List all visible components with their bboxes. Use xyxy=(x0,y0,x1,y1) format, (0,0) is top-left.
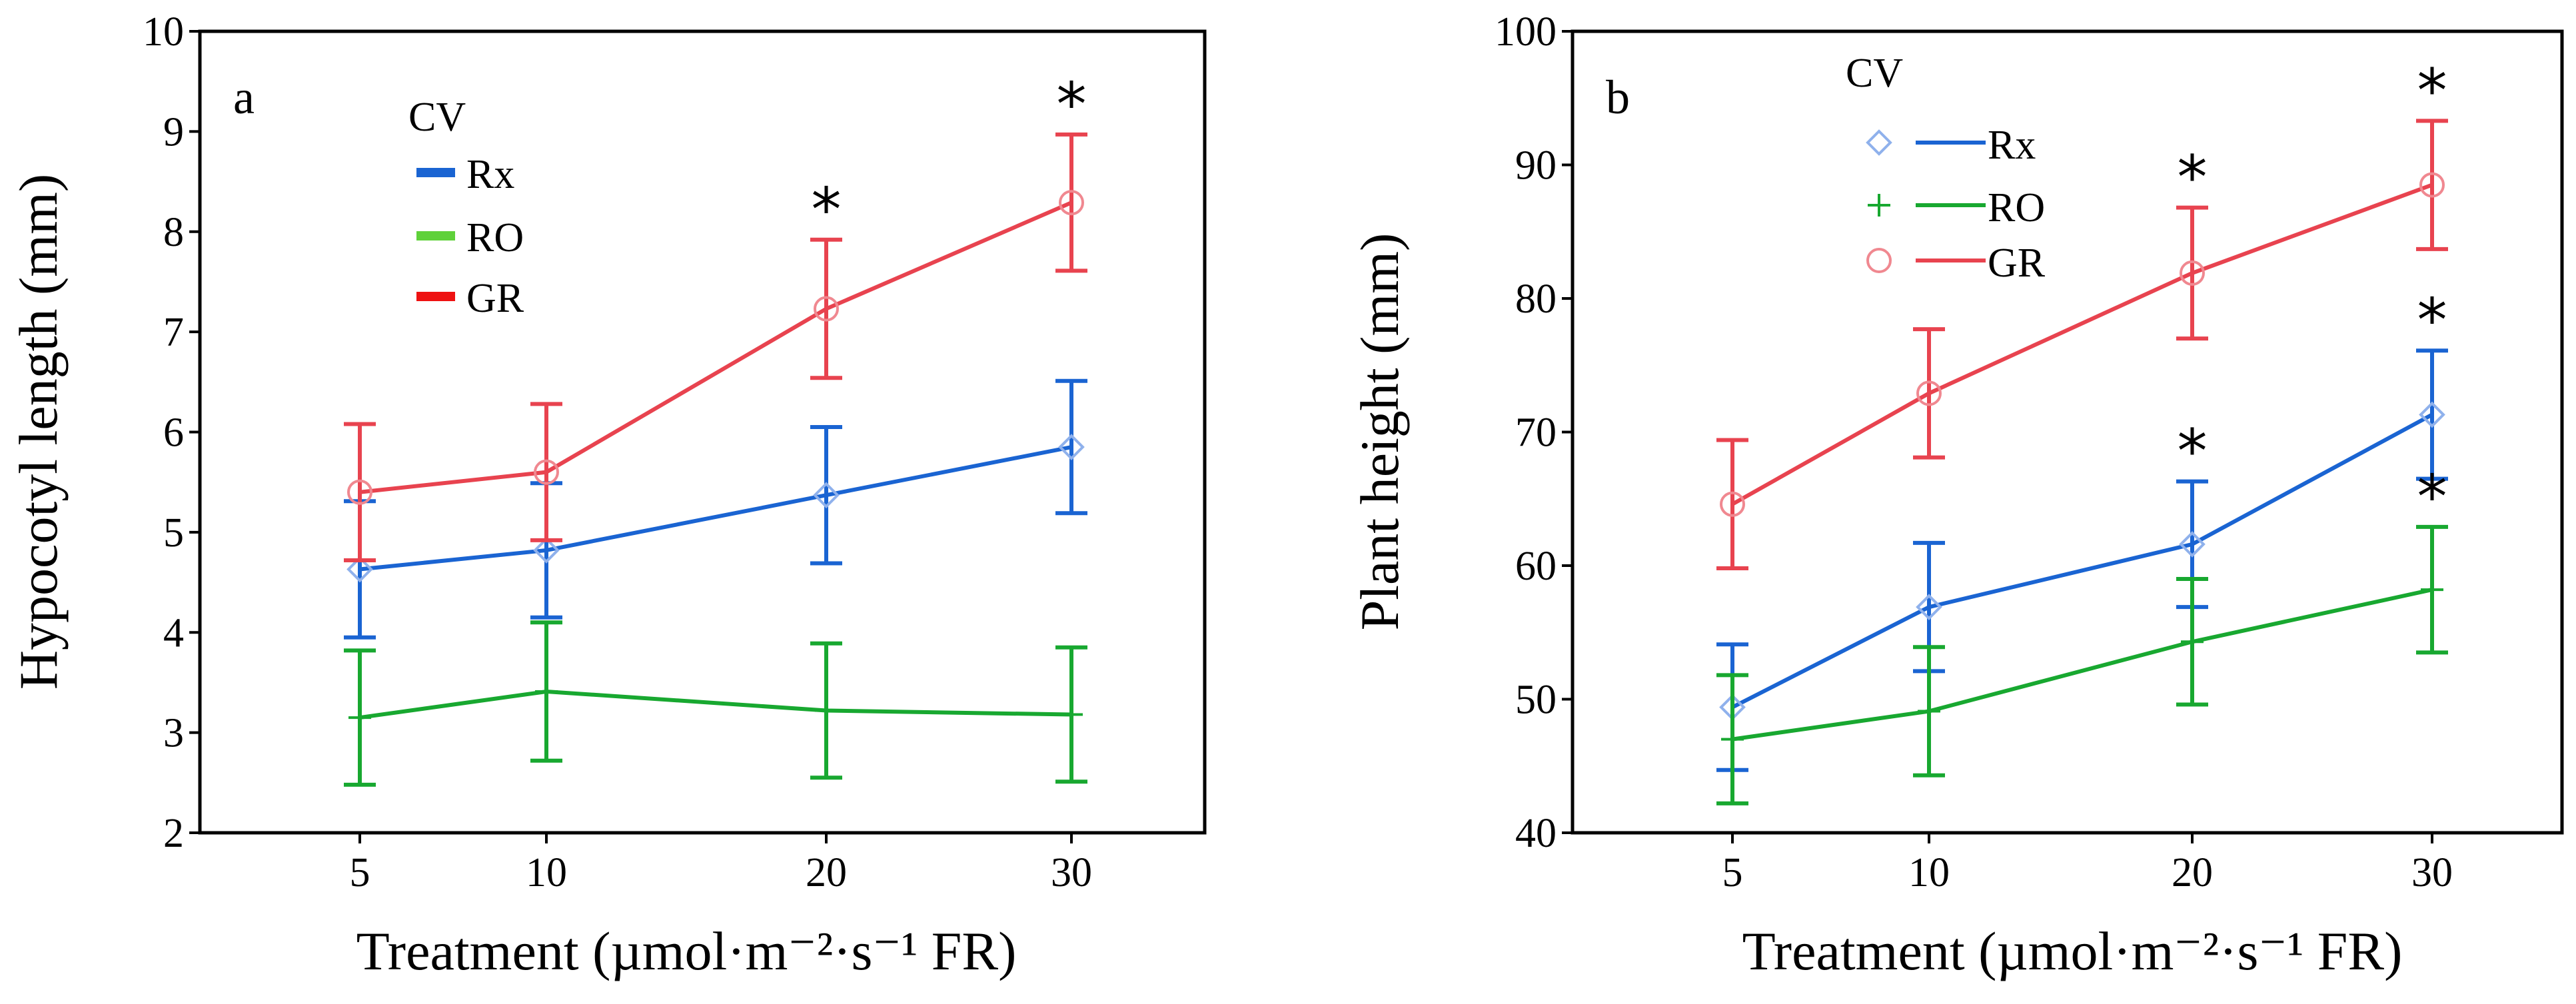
legend-label: GR xyxy=(1988,241,2046,286)
x-tick-label: 30 xyxy=(1051,850,1092,895)
series-line xyxy=(359,689,1072,720)
data-point xyxy=(1916,380,1942,406)
y-axis-title: Plant height (mm) xyxy=(1349,233,1410,631)
panel-letter: a xyxy=(233,71,255,124)
legend-marker xyxy=(1868,194,1890,217)
y-tick-label: 100 xyxy=(1495,9,1557,55)
data-point xyxy=(1059,190,1084,216)
data-point xyxy=(814,296,839,322)
y-tick-label: 70 xyxy=(1515,410,1557,456)
data-point xyxy=(813,482,840,509)
x-axis-title: Treatment (µmol·m⁻²·s⁻¹ FR) xyxy=(1742,921,2403,981)
legend-label: RO xyxy=(1988,185,2045,231)
legend-marker xyxy=(1866,129,1892,156)
significance-star: * xyxy=(2178,143,2208,213)
y-tick-label: 80 xyxy=(1515,276,1557,322)
data-point xyxy=(815,699,838,722)
significance-star: * xyxy=(1057,70,1087,140)
legend-swatch xyxy=(416,168,455,177)
x-tick-label: 30 xyxy=(2411,850,2453,895)
data-point xyxy=(535,680,558,703)
data-point xyxy=(348,706,371,730)
y-tick-label: 60 xyxy=(1515,544,1557,589)
data-point xyxy=(347,479,372,505)
y-tick-label: 10 xyxy=(143,9,184,55)
y-tick-label: 8 xyxy=(163,210,184,255)
data-point xyxy=(2419,172,2445,198)
legend-title: CV xyxy=(1846,51,1903,96)
series-Rx xyxy=(1716,348,2448,772)
data-point xyxy=(346,556,373,583)
legend-swatch xyxy=(416,292,455,301)
legend-label: Rx xyxy=(1988,123,2036,168)
data-point xyxy=(1918,700,1940,723)
legend-label: Rx xyxy=(466,152,514,197)
data-point xyxy=(2181,630,2204,654)
series-line xyxy=(359,445,1072,572)
significance-star: * xyxy=(2178,417,2208,487)
y-tick-label: 50 xyxy=(1515,678,1557,723)
data-point xyxy=(1060,703,1083,726)
y-tick-label: 9 xyxy=(163,109,184,155)
y-tick-label: 90 xyxy=(1515,143,1557,189)
series-GR xyxy=(344,132,1087,562)
y-tick-label: 40 xyxy=(1515,811,1557,856)
legend-label: GR xyxy=(466,276,524,321)
series-GR xyxy=(1716,119,2448,571)
data-point xyxy=(2179,531,2206,558)
series-line xyxy=(1731,412,2433,710)
series-Rx xyxy=(344,378,1087,640)
x-tick-label: 10 xyxy=(1908,850,1950,895)
data-point xyxy=(534,459,559,485)
data-point xyxy=(1720,491,1745,517)
y-tick-label: 2 xyxy=(163,811,184,856)
panel-letter: b xyxy=(1606,71,1630,124)
y-axis-title: Hypocotyl length (mm) xyxy=(8,174,69,690)
x-tick-label: 5 xyxy=(350,850,370,895)
legend-marker xyxy=(1866,248,1892,273)
y-tick-label: 5 xyxy=(163,510,184,556)
legend-swatch xyxy=(416,231,455,241)
series-line xyxy=(359,201,1073,494)
x-tick-label: 20 xyxy=(2172,850,2213,895)
data-point xyxy=(1058,434,1085,460)
plot-frame xyxy=(1571,29,2564,835)
data-point xyxy=(533,537,560,564)
data-point xyxy=(2419,401,2445,428)
y-tick-label: 4 xyxy=(163,610,184,656)
significance-star: * xyxy=(2417,286,2447,356)
data-point xyxy=(2180,260,2205,286)
y-tick-label: 7 xyxy=(163,310,184,355)
series-RO xyxy=(1716,524,2448,805)
panel-a: 2 3 4 5 6 7 8 9 10 5 10 20 30 Treatment (µmol·m⁻²·s⁻¹… xyxy=(8,9,1207,981)
legend-title: CV xyxy=(408,95,466,140)
data-point xyxy=(2421,578,2443,602)
x-axis-title: Treatment (µmol·m⁻²·s⁻¹ FR) xyxy=(356,921,1017,981)
x-tick-label: 5 xyxy=(1722,850,1743,895)
y-tick-label: 6 xyxy=(163,410,184,456)
legend: CV Rx RO GR xyxy=(1846,51,2046,286)
x-tick-label: 10 xyxy=(526,850,567,895)
series-line xyxy=(1731,183,2433,506)
y-tick-label: 3 xyxy=(163,711,184,756)
series-line xyxy=(1732,588,2433,742)
significance-star: * xyxy=(812,175,842,245)
x-tick-label: 20 xyxy=(806,850,847,895)
legend-label: RO xyxy=(466,215,524,260)
data-point xyxy=(1916,594,1942,620)
significance-star: * xyxy=(2417,462,2447,532)
significance-star: * xyxy=(2417,56,2447,126)
data-point xyxy=(1721,728,1744,751)
series-RO xyxy=(344,620,1087,787)
